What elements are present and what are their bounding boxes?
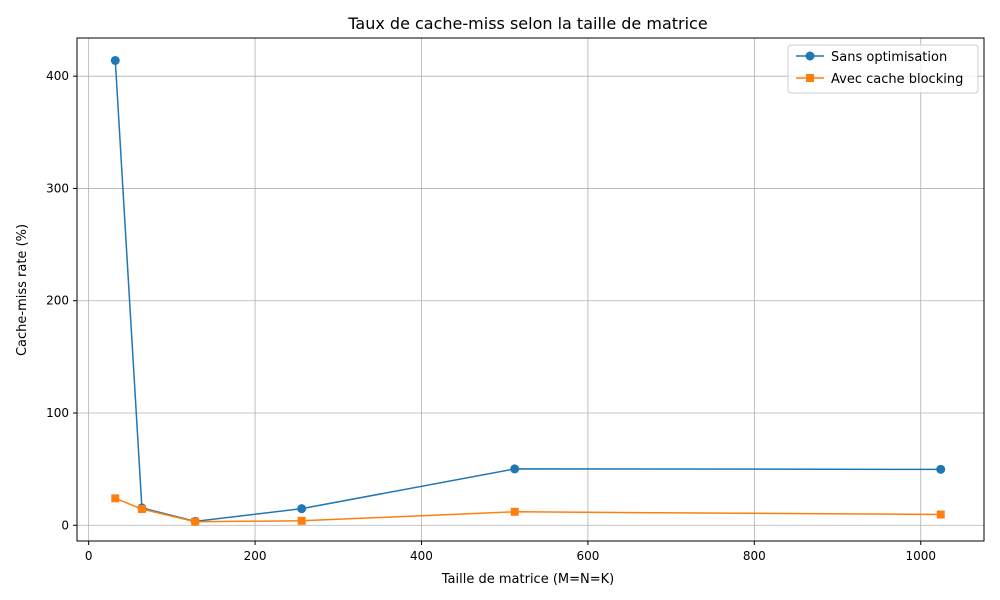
x-tick-label: 800	[743, 549, 766, 563]
grid	[77, 38, 984, 541]
chart-title: Taux de cache-miss selon la taille de ma…	[347, 14, 707, 33]
data-point-avec-cache-blocking	[137, 505, 146, 514]
data-point-avec-cache-blocking	[297, 516, 306, 525]
y-axis-label: Cache-miss rate (%)	[15, 224, 30, 356]
data-point-sans-optimisation	[510, 464, 520, 474]
x-tick-label: 200	[244, 549, 267, 563]
y-tick-label: 0	[61, 518, 69, 532]
y-axis-ticks: 0 100 200 300 400	[46, 69, 77, 532]
legend-marker-sans-optimisation	[805, 51, 815, 61]
x-tick-label: 400	[410, 549, 433, 563]
legend-box	[787, 44, 979, 94]
data-point-sans-optimisation	[297, 504, 307, 514]
x-axis-ticks: 0 200 400 600 800 1000	[85, 541, 936, 563]
y-tick-label: 400	[46, 69, 69, 83]
data-point-avec-cache-blocking	[111, 494, 120, 503]
y-tick-label: 300	[46, 181, 69, 195]
data-point-sans-optimisation	[936, 464, 946, 474]
plot-frame	[76, 37, 985, 542]
data-point-sans-optimisation	[110, 55, 120, 65]
series-line-sans-optimisation	[114, 60, 941, 523]
y-tick-label: 200	[46, 294, 69, 308]
x-axis-label: Taille de matrice (M=N=K)	[441, 572, 614, 587]
data-point-avec-cache-blocking	[510, 507, 519, 516]
series-layer	[110, 55, 946, 526]
x-tick-label: 600	[576, 549, 599, 563]
data-point-avec-cache-blocking	[191, 517, 200, 526]
legend-label-avec-cache-blocking: Avec cache blocking	[831, 72, 963, 87]
legend-marker-avec-cache-blocking	[806, 74, 814, 82]
data-point-avec-cache-blocking	[936, 510, 945, 519]
x-tick-label: 1000	[905, 549, 936, 563]
legend-label-sans-optimisation: Sans optimisation	[831, 50, 947, 65]
y-tick-label: 100	[46, 406, 69, 420]
x-tick-label: 0	[85, 549, 93, 563]
legend: Sans optimisation Avec cache blocking	[787, 44, 979, 94]
series-line-avec-cache-blocking	[114, 497, 941, 523]
